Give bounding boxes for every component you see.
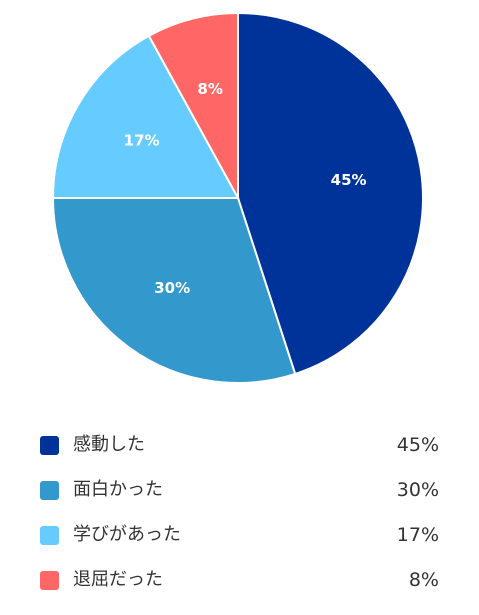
legend-swatch-2 [40, 526, 59, 545]
pie-slice-label-1: 30% [154, 279, 190, 297]
legend-item-2: 学びがあった 17% [0, 513, 479, 558]
pie-slice-0 [237, 11, 424, 376]
legend-value-0: 45% [396, 434, 439, 456]
pie-slices [51, 11, 424, 384]
pie-slice-labels: 45% 30% 17% 8% [124, 80, 367, 297]
pie-chart: 45% 30% 17% 8% [51, 11, 424, 384]
legend-swatch-1 [40, 481, 59, 500]
pie-slice-label-2: 17% [124, 131, 160, 149]
legend-item-0: 感動した 45% [0, 423, 479, 468]
legend-value-3: 8% [408, 569, 439, 591]
chart-legend: 感動した 45% 面白かった 30% 学びがあった 17% 退屈だった 8% [0, 423, 479, 603]
legend-swatch-0 [40, 436, 59, 455]
legend-label-3: 退屈だった [73, 569, 163, 590]
legend-item-1: 面白かった 30% [0, 468, 479, 513]
pie-slice-label-0: 45% [331, 171, 367, 189]
legend-label-0: 感動した [73, 434, 145, 455]
legend-swatch-3 [40, 571, 59, 590]
pie-slice-2 [51, 34, 240, 199]
pie-slice-label-3: 8% [197, 80, 222, 98]
legend-value-2: 17% [396, 524, 439, 546]
legend-label-2: 学びがあった [73, 524, 181, 545]
legend-value-1: 30% [396, 479, 439, 501]
legend-label-1: 面白かった [73, 479, 163, 500]
legend-item-3: 退屈だった 8% [0, 558, 479, 603]
pie-slice-1 [51, 197, 297, 384]
pie-slice-3 [147, 11, 239, 199]
